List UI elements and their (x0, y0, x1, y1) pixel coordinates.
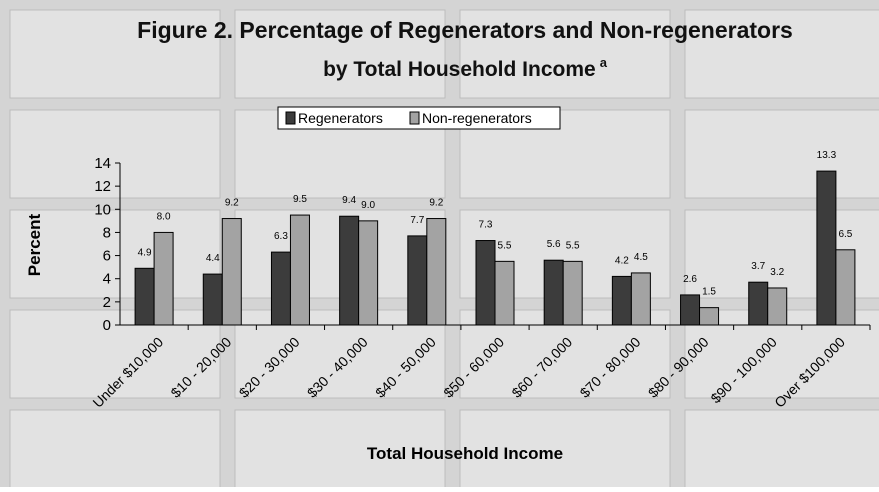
value-label: 5.5 (498, 240, 512, 251)
value-label: 3.2 (770, 267, 784, 278)
value-label: 4.2 (615, 255, 629, 266)
y-tick-label: 0 (103, 317, 111, 334)
y-tick-label: 2 (103, 294, 111, 311)
tile (9, 109, 221, 199)
value-label: 3.7 (751, 261, 765, 272)
bar (289, 214, 310, 326)
value-label: 5.5 (566, 240, 580, 251)
bar (835, 249, 856, 326)
value-label: 8.0 (157, 211, 171, 222)
bar (134, 267, 155, 326)
bar (475, 240, 496, 326)
y-axis-title: Percent (25, 213, 44, 276)
bar (699, 307, 720, 326)
y-tick-label: 8 (103, 224, 111, 241)
value-label: 6.5 (838, 229, 852, 240)
value-label: 13.3 (817, 150, 837, 161)
value-label: 4.9 (138, 247, 152, 258)
value-label: 9.4 (342, 195, 356, 206)
tile (459, 409, 671, 492)
bar (358, 220, 379, 326)
bar (221, 218, 242, 326)
value-label: 9.2 (225, 198, 239, 209)
y-tick-label: 4 (103, 271, 111, 288)
y-tick-label: 12 (94, 178, 111, 195)
legend-swatch (285, 111, 296, 125)
legend-label: Regenerators (298, 110, 383, 126)
tile (234, 9, 446, 99)
chart-title: Figure 2. Percentage of Regenerators and… (137, 17, 793, 43)
y-tick-label: 6 (103, 248, 111, 265)
value-label: 4.5 (634, 252, 648, 263)
value-label: 4.4 (206, 253, 220, 264)
legend-label: Non-regenerators (422, 110, 532, 126)
y-tick-label: 10 (94, 201, 111, 218)
value-label: 7.3 (479, 220, 493, 231)
tile (684, 9, 879, 99)
tile (9, 9, 221, 99)
value-label: 9.2 (429, 198, 443, 209)
bar (202, 273, 223, 326)
chart-subtitle: by Total Household Income a (323, 55, 608, 81)
y-tick-label: 14 (94, 155, 111, 172)
legend: Regenerators Non-regenerators (277, 106, 561, 130)
value-label: 9.5 (293, 194, 307, 205)
background-pattern (9, 9, 879, 492)
value-label: 7.7 (410, 215, 424, 226)
value-label: 5.6 (547, 239, 561, 250)
title-line: by Total Household Income (323, 58, 596, 81)
bar (562, 260, 583, 326)
value-label: 2.6 (683, 274, 697, 285)
tile (234, 409, 446, 492)
bar (630, 272, 651, 326)
bar (339, 215, 360, 326)
bar (767, 287, 788, 326)
x-axis-title: Total Household Income (367, 444, 563, 463)
tile (459, 9, 671, 99)
value-label: 9.0 (361, 200, 375, 211)
bar (816, 170, 837, 326)
tile (9, 209, 221, 299)
bar (748, 281, 769, 326)
legend-swatch (409, 111, 420, 125)
bar (680, 294, 701, 326)
value-label: 6.3 (274, 231, 288, 242)
bar (611, 275, 632, 326)
bar (494, 260, 515, 326)
bar (426, 218, 447, 326)
tile (9, 409, 221, 492)
bar (270, 251, 291, 326)
title-superscript: a (600, 55, 608, 70)
tile (684, 409, 879, 492)
tile (684, 109, 879, 199)
bar (153, 231, 174, 326)
bar (543, 259, 564, 326)
value-label: 1.5 (702, 287, 716, 298)
bar (407, 235, 428, 326)
